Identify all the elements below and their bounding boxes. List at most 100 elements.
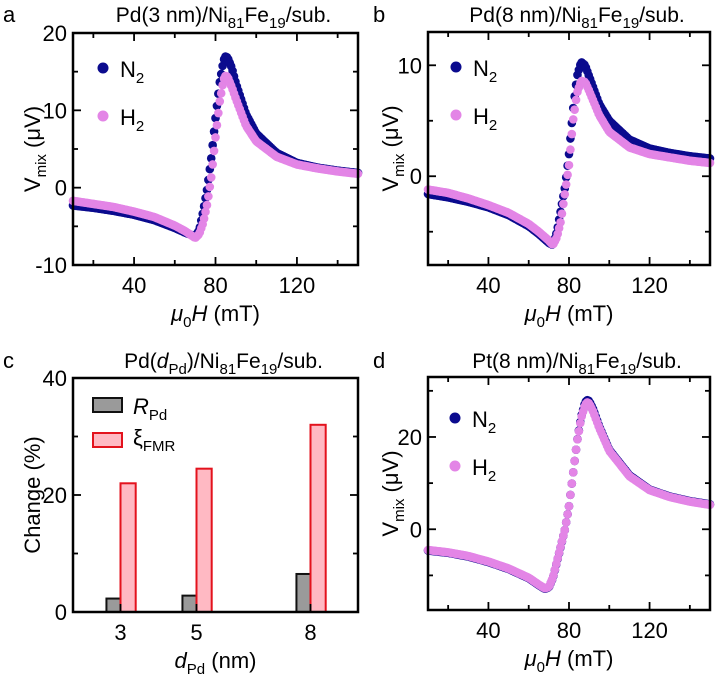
data-point: [557, 209, 567, 218]
data-point: [564, 501, 574, 511]
legend-marker-N2: [449, 412, 461, 424]
legend-label-xi-part: FMR: [143, 438, 176, 455]
y-tick-label: 0: [55, 600, 67, 625]
x-axis-label-part: (mT): [561, 301, 614, 326]
legend-marker-N2: [450, 61, 462, 73]
panel-title-part: )/Ni: [187, 350, 220, 373]
legend-label-N2: N2: [120, 57, 144, 87]
x-axis-label-part: H: [191, 301, 207, 326]
legend-label-xi-part: ξ: [133, 425, 143, 450]
panel-title-part: 81: [578, 361, 595, 378]
data-point: [563, 170, 572, 180]
x-axis-label: μ0H (mT): [524, 301, 614, 331]
legend-swatch-R: [92, 397, 123, 413]
x-axis-label: μ0H (mT): [170, 301, 260, 331]
data-point: [560, 525, 570, 535]
y-axis-label-part: Change (%): [20, 436, 45, 553]
y-tick-label: -10: [35, 253, 67, 278]
y-tick-label: 40: [43, 366, 67, 391]
legend-label-H2: H2: [473, 104, 497, 134]
data-point: [201, 207, 210, 217]
y-tick-label: 0: [55, 176, 67, 201]
legend-label-N2-part: N: [472, 407, 488, 432]
y-tick-label: 10: [43, 98, 67, 123]
panel-title-part: 81: [219, 361, 236, 378]
panel-title-part: 19: [623, 15, 640, 32]
x-tick-label: 120: [631, 618, 668, 643]
x-tick-label: 3: [114, 620, 126, 645]
y-axis-label: Change (%): [20, 436, 45, 553]
y-tick-label: 0: [410, 164, 422, 189]
legend-label-H2-part: 2: [488, 468, 496, 485]
x-axis-label-part: μ: [524, 646, 537, 671]
data-point: [561, 518, 571, 527]
x-axis-label-part: Pd: [187, 661, 205, 678]
x-tick-label: 5: [190, 620, 202, 645]
panel-title-part: Pd: [168, 361, 186, 378]
x-axis-label-part: 0: [183, 314, 191, 331]
x-tick-label: 40: [476, 273, 500, 298]
data-point: [575, 418, 585, 428]
legend-marker-H2: [97, 110, 109, 122]
legend-label-R-part: R: [133, 394, 149, 419]
bar-R-3: [105, 597, 122, 613]
data-point: [218, 61, 227, 71]
data-point: [211, 133, 220, 142]
panel-title: Pd(3 nm)/Ni81Fe19/sub.: [116, 4, 331, 32]
panel-title: Pt(8 nm)/Ni81Fe19/sub.: [472, 350, 682, 378]
panel-title: Pd(dPd)/Ni81Fe19/sub.: [124, 350, 323, 378]
panel-title-part: Pd(8 nm)/Ni: [469, 4, 581, 27]
legend-label-N2-part: 2: [136, 70, 144, 87]
x-tick-label: 40: [122, 273, 146, 298]
y-axis-label-part: mix: [33, 154, 50, 178]
data-point: [212, 120, 222, 130]
y-axis-label-part: V: [378, 177, 403, 192]
data-point: [571, 95, 581, 105]
legend-label-H2: H2: [120, 105, 144, 135]
data-point: [556, 217, 565, 227]
legend-marker-N2: [97, 62, 109, 74]
panel-letter: c: [3, 348, 14, 373]
y-tick-label: 10: [398, 53, 422, 78]
legend-swatch-xi: [92, 432, 123, 448]
y-tick-label: 20: [43, 483, 67, 508]
data-point: [560, 189, 570, 199]
panel-title-part: 19: [269, 15, 286, 32]
x-tick-label: 80: [557, 618, 581, 643]
data-point: [561, 180, 571, 189]
y-axis-label-part: (μV): [378, 450, 403, 498]
legend-label-H2-part: H: [472, 455, 488, 480]
y-tick-label: 20: [398, 425, 422, 450]
panel-letter: a: [3, 2, 16, 27]
panel-title-part: Pt(8 nm)/Ni: [472, 350, 578, 373]
legend-label-N2-part: N: [473, 56, 489, 81]
data-point: [573, 434, 582, 444]
legend-marker-H2: [450, 109, 462, 121]
y-axis-label-part: (μV): [378, 105, 403, 153]
data-point: [563, 509, 572, 519]
data-point: [559, 199, 568, 209]
panel-title-part: d: [157, 350, 170, 373]
y-axis-label-part: V: [20, 177, 45, 192]
legend-label-N2: N2: [473, 56, 497, 86]
legend-label-N2-part: N: [120, 57, 136, 82]
legend-label-N2-part: 2: [489, 69, 497, 86]
data-point: [205, 182, 215, 192]
data-point: [215, 97, 225, 106]
data-point: [570, 105, 579, 114]
data-point: [571, 445, 581, 454]
data-point: [568, 115, 578, 124]
x-tick-label: 40: [476, 618, 500, 643]
x-axis-label-part: H: [545, 301, 561, 326]
panel-title: Pd(8 nm)/Ni81Fe19/sub.: [469, 4, 684, 32]
data-point: [206, 173, 216, 182]
data-point: [202, 200, 212, 210]
legend-label-H2-part: 2: [489, 117, 497, 134]
panel-title-part: /sub.: [277, 350, 323, 373]
y-axis-label-part: mix: [391, 498, 408, 522]
panel-title-part: Fe: [598, 4, 623, 27]
legend-label-N2-part: 2: [488, 420, 496, 437]
legend-label-H2-part: 2: [136, 118, 144, 135]
